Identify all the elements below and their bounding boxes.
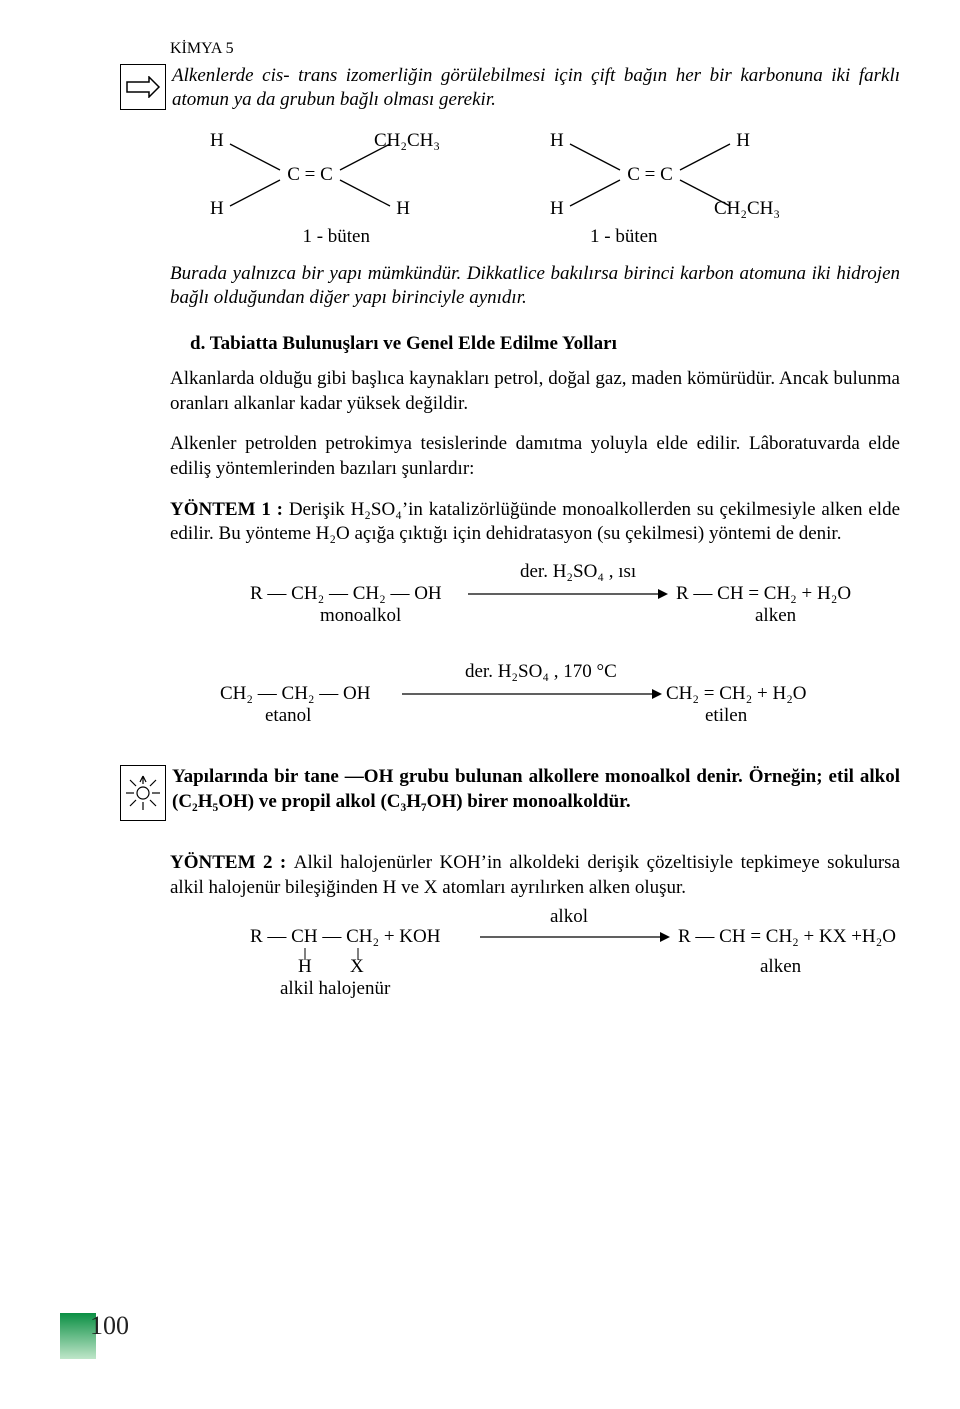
rxn2-right-sub: etilen — [705, 705, 747, 727]
rxn3-cond: alkol — [550, 906, 588, 928]
arrow-icon — [120, 64, 166, 110]
sun-icon — [120, 765, 166, 821]
struct-left-br: H — [396, 198, 410, 220]
rxn3-right-sub: alken — [760, 956, 801, 978]
method-2-bold: YÖNTEM 2 : — [170, 852, 294, 873]
rxn3-lsub2: X — [350, 956, 364, 978]
struct-right-tl: H — [550, 130, 564, 152]
chapter-title: KİMYA 5 — [170, 40, 900, 58]
structures-row: H CH₂CH₃ H H C = C H H H CH₂CH₃ C = C — [60, 130, 900, 220]
note-row-1: Alkenlerde cis- trans izomerliğin görüle… — [120, 64, 900, 112]
page-number-block: 100 — [60, 1299, 150, 1359]
page-number: 100 — [90, 1311, 129, 1341]
struct-left-label: 1 - büten — [302, 226, 370, 248]
para-1: Burada yalnızca bir yapı mümkündür. Dikk… — [170, 262, 900, 311]
note-text-2: Yapılarında bir tane —OH grubu bulunan a… — [172, 765, 900, 814]
method-1-bold: YÖNTEM 1 : — [170, 499, 289, 520]
note-row-2: Yapılarında bir tane —OH grubu bulunan a… — [120, 765, 900, 821]
rxn1-right: R — CH = CH₂ + H₂O — [676, 583, 851, 605]
rxn2-cond: der. H₂SO₄ , 170 °C — [465, 661, 617, 683]
struct-left-center: C = C — [287, 164, 333, 186]
struct-right-br: CH₂CH₃ — [714, 198, 780, 220]
struct-right-label: 1 - büten — [590, 226, 658, 248]
rxn1-left-sub: monoalkol — [320, 605, 401, 627]
rxn3-lsub1: H — [298, 956, 312, 978]
rxn3-right: R — CH = CH₂ + KX +H₂O — [678, 926, 896, 948]
struct-left-tr: CH₂CH₃ — [374, 130, 440, 152]
struct-left-bl: H — [210, 198, 224, 220]
method-1: YÖNTEM 1 : Derişik H₂SO₄’in katalizörlüğ… — [170, 498, 900, 547]
reaction-2: CH₂ — CH₂ — OH etanol der. H₂SO₄ , 170 °… — [210, 663, 900, 741]
section-d-p2: Alkenler petrolden petrokimya tesislerin… — [170, 432, 900, 481]
rxn3-llabel: alkil halojenür — [280, 978, 390, 1000]
struct-right-bl: H — [550, 198, 564, 220]
rxn1-right-sub: alken — [755, 605, 796, 627]
method-2: YÖNTEM 2 : Alkil halojenürler KOH’in alk… — [170, 851, 900, 900]
reaction-1: R — CH₂ — CH₂ — OH monoalkol der. H₂SO₄ … — [210, 563, 900, 633]
rxn1-cond: der. H₂SO₄ , ısı — [520, 561, 636, 583]
structure-right: H H H CH₂CH₃ C = C — [540, 130, 760, 220]
note-text-1: Alkenlerde cis- trans izomerliğin görüle… — [172, 64, 900, 112]
rxn1-left: R — CH₂ — CH₂ — OH — [250, 583, 442, 605]
rxn2-left-sub: etanol — [265, 705, 311, 727]
structure-left: H CH₂CH₃ H H C = C — [200, 130, 420, 220]
structure-labels: 1 - büten 1 - büten — [60, 226, 900, 248]
rxn2-right: CH₂ = CH₂ + H₂O — [666, 683, 807, 705]
rxn2-left: CH₂ — CH₂ — OH — [220, 683, 370, 705]
struct-left-tl: H — [210, 130, 224, 152]
rxn3-left: R — CH — CH₂ + KOH — [250, 926, 440, 948]
struct-right-tr: H — [736, 130, 750, 152]
section-d-heading: d. Tabiatta Bulunuşları ve Genel Elde Ed… — [190, 333, 900, 355]
struct-right-center: C = C — [627, 164, 673, 186]
reaction-3: R — CH — CH₂ + KOH H X alkil halojenür a… — [210, 916, 900, 1016]
section-d-p1: Alkanlarda olduğu gibi başlıca kaynaklar… — [170, 367, 900, 416]
